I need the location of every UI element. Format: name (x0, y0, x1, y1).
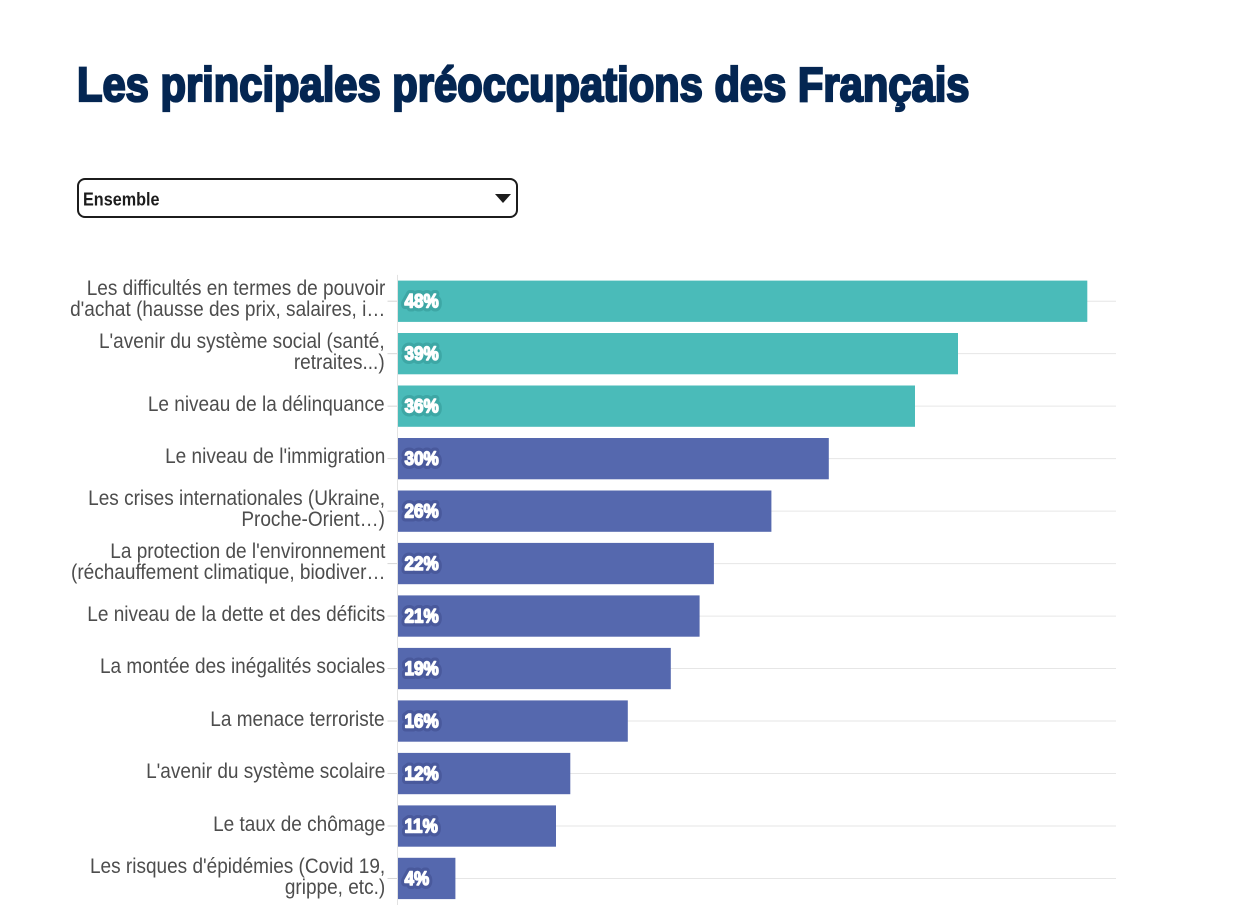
svg-text:26%: 26% (405, 501, 439, 522)
svg-text:21%: 21% (405, 606, 439, 627)
svg-text:26%: 26% (405, 501, 439, 522)
svg-text:30%: 30% (405, 448, 439, 469)
svg-text:21%: 21% (405, 606, 439, 627)
svg-text:11%: 11% (405, 816, 438, 837)
svg-text:12%: 12% (405, 763, 439, 784)
svg-text:12%: 12% (405, 763, 439, 784)
svg-text:36%: 36% (405, 396, 439, 417)
svg-text:22%: 22% (405, 553, 439, 574)
svg-text:16%: 16% (405, 711, 439, 732)
svg-text:19%: 19% (405, 658, 439, 679)
svg-text:36%: 36% (405, 396, 439, 417)
svg-text:4%: 4% (405, 868, 430, 889)
svg-text:39%: 39% (405, 343, 439, 364)
svg-text:16%: 16% (405, 711, 439, 732)
svg-text:39%: 39% (405, 343, 439, 364)
svg-text:48%: 48% (405, 291, 439, 312)
svg-text:30%: 30% (405, 448, 439, 469)
svg-text:19%: 19% (405, 658, 439, 679)
svg-text:22%: 22% (405, 553, 439, 574)
svg-text:11%: 11% (405, 816, 438, 837)
svg-text:48%: 48% (405, 291, 439, 312)
svg-text:4%: 4% (405, 868, 430, 889)
